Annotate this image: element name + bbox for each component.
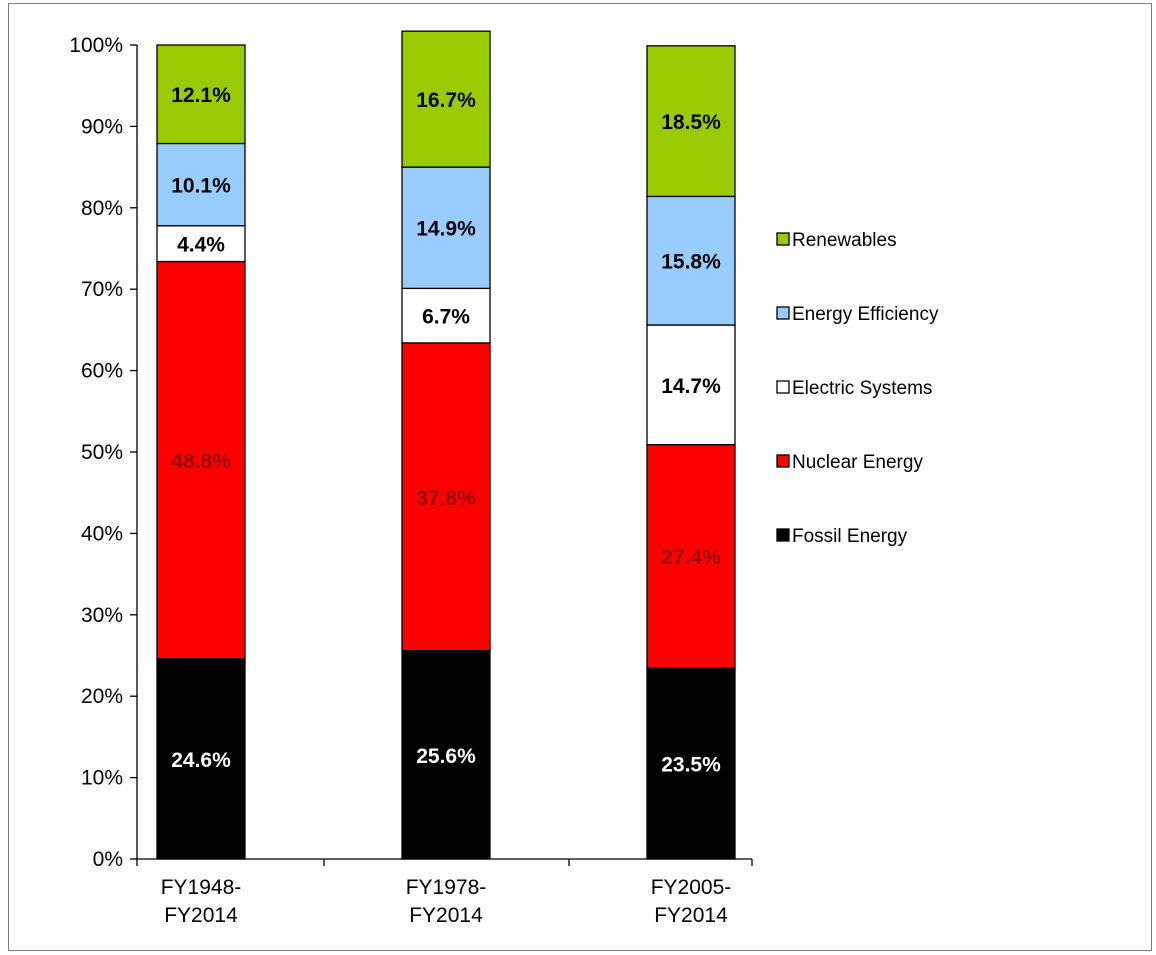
data-label-nuclear-energy-fy1978-fy2014: 37.8%: [416, 487, 476, 510]
y-tick-label: 0%: [93, 848, 123, 871]
legend-swatch-nuclear-energy: [776, 454, 790, 468]
data-label-energy-efficiency-fy1978-fy2014: 14.9%: [416, 218, 476, 241]
legend-swatch-fossil-energy: [776, 528, 790, 542]
y-tick-label: 10%: [81, 767, 123, 790]
legend-label-renewables: Renewables: [792, 230, 897, 251]
bar-segment-electric-systems-fy1978-fy2014: [401, 287, 491, 344]
y-tick-label: 60%: [81, 360, 123, 383]
legend-label-energy-efficiency: Energy Efficiency: [792, 304, 939, 325]
y-tick-label: 70%: [81, 278, 123, 301]
y-tick-label: 100%: [69, 34, 123, 57]
legend-swatch-renewables: [776, 232, 790, 246]
data-label-renewables-fy1948-fy2014: 12.1%: [171, 84, 231, 107]
bars-group: [156, 30, 736, 860]
bar-segment-fossil-energy-fy1948-fy2014: [156, 658, 246, 860]
x-category-label: FY2014: [164, 904, 238, 927]
axes-group: 0% 10% 20% 30% 40% 50% 60% 70% 80% 90% 100% FY1948-…: [69, 34, 753, 927]
bar-segment-renewables-fy1978-fy2014: [401, 30, 491, 168]
y-tick-label: 40%: [81, 522, 123, 545]
data-label-electric-systems-fy1978-fy2014: 6.7%: [422, 306, 470, 329]
legend-label-nuclear-energy: Nuclear Energy: [792, 452, 923, 473]
y-tick-label: 20%: [81, 685, 123, 708]
x-category-label: FY2014: [654, 904, 728, 927]
y-tick-label: 50%: [81, 441, 123, 464]
legend: Renewables Energy Efficiency Electric Syst…: [776, 230, 939, 547]
x-category-label: FY2005-: [651, 876, 732, 899]
bar-segment-energy-efficiency-fy1948-fy2014: [156, 142, 246, 227]
bar-segment-energy-efficiency-fy1978-fy2014: [401, 166, 491, 290]
bar-segment-electric-systems-fy1948-fy2014: [156, 225, 246, 263]
legend-label-fossil-energy: Fossil Energy: [792, 526, 908, 547]
bar-segment-nuclear-energy-fy1978-fy2014: [401, 342, 491, 652]
legend-swatch-electric-systems: [776, 380, 790, 394]
bar-segment-energy-efficiency-fy2005-fy2014: [646, 195, 736, 326]
data-label-nuclear-energy-fy1948-fy2014: 48.8%: [171, 450, 231, 473]
data-label-energy-efficiency-fy1948-fy2014: 10.1%: [171, 175, 231, 198]
data-label-electric-systems-fy1948-fy2014: 4.4%: [177, 234, 225, 257]
y-tick-label: 90%: [81, 115, 123, 138]
x-category-label: FY2014: [409, 904, 483, 927]
data-label-fossil-energy-fy1948-fy2014: 24.6%: [171, 749, 231, 772]
bar-segment-renewables-fy1948-fy2014: [156, 44, 246, 145]
x-category-label: FY1978-: [406, 876, 487, 899]
y-tick-label: 80%: [81, 197, 123, 220]
data-label-renewables-fy2005-fy2014: 18.5%: [661, 111, 721, 134]
data-label-nuclear-energy-fy2005-fy2014: 27.4%: [661, 546, 721, 569]
data-label-electric-systems-fy2005-fy2014: 14.7%: [661, 375, 721, 398]
bar-segment-fossil-energy-fy2005-fy2014: [646, 667, 736, 860]
x-category-label: FY1948-: [161, 876, 242, 899]
y-tick-label: 30%: [81, 604, 123, 627]
data-labels-group: 24.6% 48.8% 4.4% 10.1% 12.1% 25.6% 37.8% 6.7% 14…: [171, 84, 721, 776]
bar-segment-nuclear-energy-fy2005-fy2014: [646, 444, 736, 669]
data-label-fossil-energy-fy1978-fy2014: 25.6%: [416, 745, 476, 768]
legend-label-electric-systems: Electric Systems: [792, 378, 932, 399]
bar-segment-renewables-fy2005-fy2014: [646, 45, 736, 198]
data-label-fossil-energy-fy2005-fy2014: 23.5%: [661, 753, 721, 776]
legend-swatch-energy-efficiency: [776, 306, 790, 320]
data-label-energy-efficiency-fy2005-fy2014: 15.8%: [661, 251, 721, 274]
data-label-renewables-fy1978-fy2014: 16.7%: [416, 89, 476, 112]
